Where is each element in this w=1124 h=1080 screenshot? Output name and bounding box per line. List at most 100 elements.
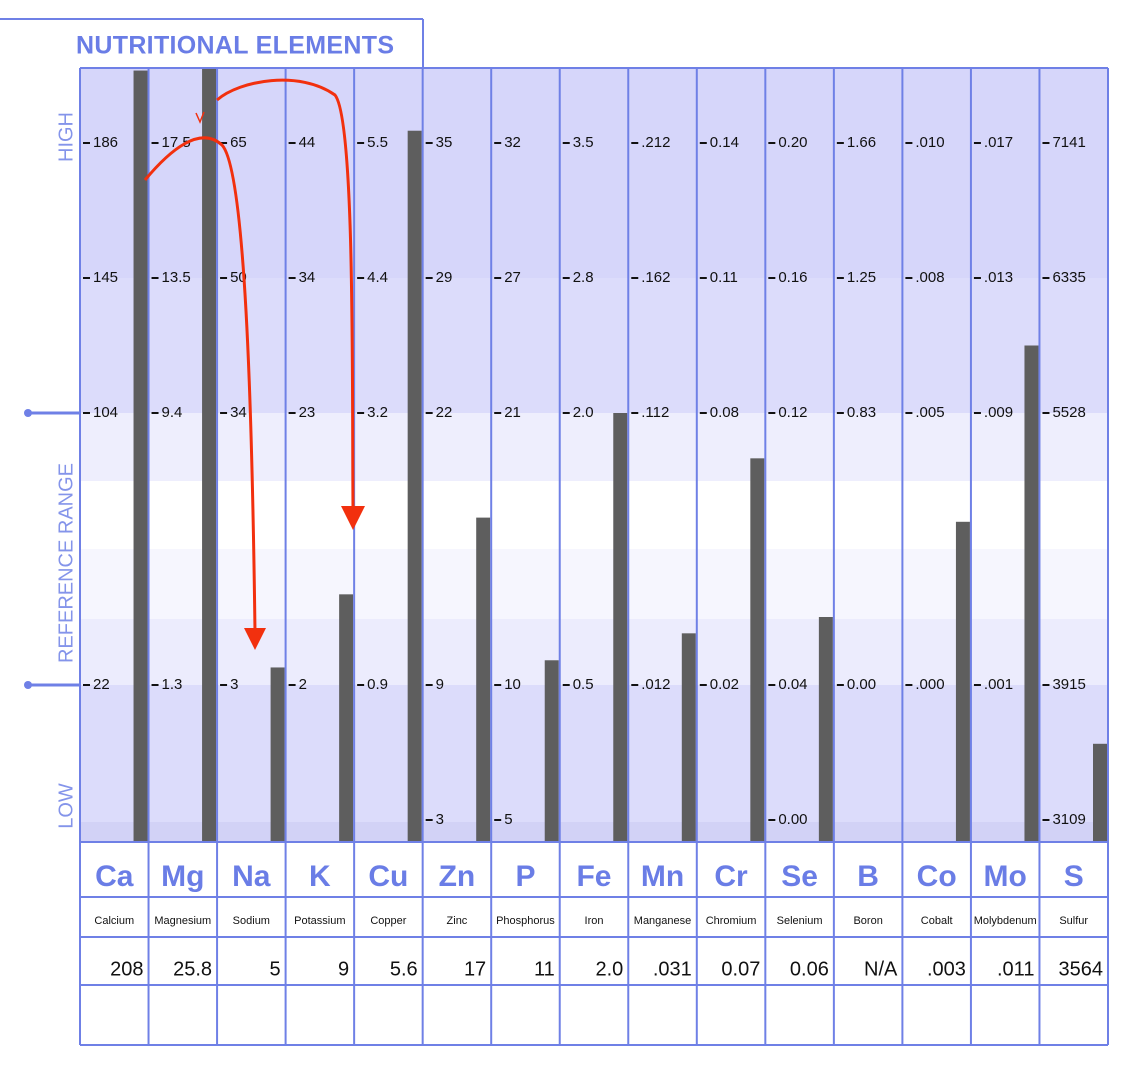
tick-label: 0.00 bbox=[847, 676, 876, 693]
bar bbox=[1093, 743, 1107, 842]
tick-label: 22 bbox=[93, 676, 110, 693]
tick-label: 4.4 bbox=[367, 269, 388, 286]
tick-label: .001 bbox=[984, 676, 1013, 693]
element-symbol: Co bbox=[917, 860, 957, 893]
bar bbox=[202, 68, 217, 842]
element-name: Calcium bbox=[94, 915, 134, 927]
bar bbox=[955, 521, 970, 842]
tick-label: 2.0 bbox=[573, 404, 594, 421]
element-symbol: Cu bbox=[368, 860, 408, 893]
tick-label: 0.02 bbox=[710, 676, 739, 693]
tick-label: 0.00 bbox=[778, 811, 807, 828]
tick-label: 3 bbox=[436, 811, 444, 828]
tick-label: 32 bbox=[504, 134, 521, 151]
result-value: N/A bbox=[864, 958, 898, 980]
tick-label: .010 bbox=[915, 134, 944, 151]
element-symbol: Mn bbox=[641, 860, 684, 893]
tick-label: 3.2 bbox=[367, 404, 388, 421]
tick-label: 23 bbox=[299, 404, 316, 421]
tick-label: 34 bbox=[230, 404, 247, 421]
result-value: .031 bbox=[653, 958, 692, 980]
element-name: Cobalt bbox=[921, 915, 953, 927]
tick-label: .008 bbox=[915, 269, 944, 286]
tick-label: 5 bbox=[504, 811, 512, 828]
result-value: .003 bbox=[927, 958, 966, 980]
axis-label: HIGH bbox=[55, 112, 77, 162]
element-symbol: S bbox=[1064, 860, 1084, 893]
element-symbol: Zn bbox=[439, 860, 476, 893]
bar bbox=[339, 594, 354, 842]
result-value: 25.8 bbox=[173, 958, 212, 980]
axis-label: REFERENCE RANGE bbox=[55, 463, 77, 663]
tick-label: 5528 bbox=[1052, 404, 1085, 421]
tick-label: 0.04 bbox=[778, 676, 807, 693]
result-value: 2.0 bbox=[595, 958, 623, 980]
element-name: Copper bbox=[370, 915, 406, 927]
bar bbox=[133, 70, 148, 842]
tick-label: 0.14 bbox=[710, 134, 739, 151]
element-symbol: Na bbox=[232, 860, 271, 893]
tick-label: 186 bbox=[93, 134, 118, 151]
tick-label: .212 bbox=[641, 134, 670, 151]
tick-label: 44 bbox=[299, 134, 316, 151]
bars bbox=[133, 68, 1107, 842]
tick-label: .012 bbox=[641, 676, 670, 693]
tick-label: 3.5 bbox=[573, 134, 594, 151]
tick-label: .013 bbox=[984, 269, 1013, 286]
chart-title: NUTRITIONAL ELEMENTS bbox=[76, 32, 394, 60]
bar bbox=[407, 130, 422, 842]
element-name: Selenium bbox=[777, 915, 823, 927]
element-name: Manganese bbox=[634, 915, 692, 927]
range-markers bbox=[24, 409, 80, 689]
result-value: 5 bbox=[269, 958, 280, 980]
element-symbol: Fe bbox=[576, 860, 611, 893]
element-name: Iron bbox=[585, 915, 604, 927]
tick-label: 22 bbox=[436, 404, 453, 421]
tick-label: .162 bbox=[641, 269, 670, 286]
element-name: Sulfur bbox=[1059, 915, 1088, 927]
tick-label: 6335 bbox=[1052, 269, 1085, 286]
axis-label: LOW bbox=[55, 783, 77, 829]
tick-label: 104 bbox=[93, 404, 118, 421]
tick-label: 0.83 bbox=[847, 404, 876, 421]
element-symbol: Mg bbox=[161, 860, 204, 893]
element-name: Boron bbox=[853, 915, 882, 927]
tick-label: 65 bbox=[230, 134, 247, 151]
tick-label: .017 bbox=[984, 134, 1013, 151]
element-symbol: P bbox=[515, 860, 535, 893]
tick-label: 0.16 bbox=[778, 269, 807, 286]
tick-label: 0.12 bbox=[778, 404, 807, 421]
tick-label: 1.66 bbox=[847, 134, 876, 151]
bar bbox=[613, 413, 628, 842]
element-name: Magnesium bbox=[154, 915, 211, 927]
tick-label: 2 bbox=[299, 676, 307, 693]
tick-label: 1.25 bbox=[847, 269, 876, 286]
annotation-arrows bbox=[143, 78, 365, 650]
element-symbol: Se bbox=[781, 860, 818, 893]
element-name: Potassium bbox=[294, 915, 345, 927]
tick-label: .009 bbox=[984, 404, 1013, 421]
tick-label: 9.4 bbox=[162, 404, 183, 421]
tick-label: 35 bbox=[436, 134, 453, 151]
result-value: 17 bbox=[464, 958, 486, 980]
tick-label: 145 bbox=[93, 269, 118, 286]
result-value: 11 bbox=[534, 958, 555, 980]
element-symbol: B bbox=[857, 860, 879, 893]
tick-label: 0.08 bbox=[710, 404, 739, 421]
bar bbox=[476, 517, 491, 842]
bar bbox=[750, 458, 765, 842]
tick-label: 13.5 bbox=[162, 269, 191, 286]
tick-label: 34 bbox=[299, 269, 316, 286]
result-value: 0.07 bbox=[721, 958, 760, 980]
element-name: Molybdenum bbox=[974, 915, 1037, 927]
bar bbox=[681, 633, 696, 842]
result-value: 3564 bbox=[1059, 958, 1104, 980]
tick-label: 3915 bbox=[1052, 676, 1085, 693]
bar bbox=[1024, 345, 1039, 842]
tick-label: 2.8 bbox=[573, 269, 594, 286]
bands bbox=[80, 68, 1108, 842]
tick-label: 29 bbox=[436, 269, 453, 286]
tick-label: 0.9 bbox=[367, 676, 388, 693]
bar bbox=[544, 660, 559, 842]
